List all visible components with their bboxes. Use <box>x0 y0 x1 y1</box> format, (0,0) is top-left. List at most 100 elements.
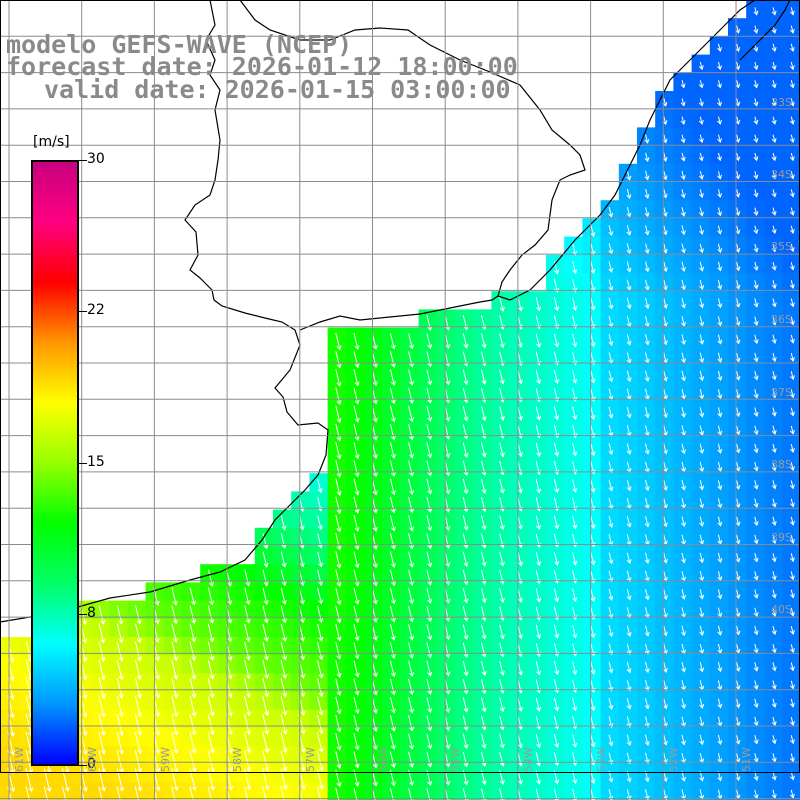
wind-arrow <box>408 442 415 459</box>
wind-arrow <box>280 605 287 624</box>
wind-arrow <box>717 552 723 564</box>
wind-arrow <box>499 642 505 658</box>
wind-arrow <box>626 625 632 637</box>
wind-arrow <box>717 734 723 746</box>
wind-arrow <box>717 698 723 709</box>
wind-arrow <box>335 332 342 351</box>
wind-arrow <box>681 334 686 346</box>
wind-arrow <box>426 788 433 800</box>
wind-arrow <box>408 660 415 678</box>
wind-arrow <box>408 587 415 605</box>
wind-arrow <box>771 516 777 526</box>
wind-arrow <box>771 680 777 690</box>
wind-arrow <box>572 442 578 457</box>
wind-arrow <box>335 369 342 387</box>
wind-arrow <box>499 660 505 676</box>
wind-arrow <box>116 713 124 736</box>
wind-arrow <box>408 733 415 750</box>
wind-arrow <box>353 496 360 514</box>
wind-arrow <box>644 243 650 255</box>
wind-arrow <box>699 207 704 217</box>
wind-arrow <box>662 334 668 346</box>
wind-arrow <box>626 334 632 346</box>
wind-arrow <box>644 279 650 291</box>
wind-arrow <box>681 479 686 491</box>
wind-arrow <box>389 733 396 751</box>
wind-arrow <box>207 605 215 624</box>
wind-arrow <box>98 623 106 644</box>
wind-arrow <box>171 641 179 662</box>
wind-arrow <box>590 406 596 420</box>
wind-arrow <box>389 460 396 478</box>
wind-arrow <box>735 480 741 490</box>
wind-arrow <box>753 25 759 34</box>
wind-arrow <box>608 243 614 255</box>
wind-arrow <box>317 623 324 642</box>
wind-arrow <box>662 297 668 309</box>
colorbar-tick-22: 22 <box>87 302 105 318</box>
wind-arrow <box>608 479 614 492</box>
wind-arrow <box>717 261 723 272</box>
wind-arrow <box>771 389 777 399</box>
wind-arrow <box>771 225 777 235</box>
wind-arrow <box>626 734 632 747</box>
wind-arrow <box>662 625 668 637</box>
wind-arrow <box>572 370 578 384</box>
wind-arrow <box>116 659 124 681</box>
wind-arrow <box>735 734 741 745</box>
wind-arrow <box>280 551 287 568</box>
wind-arrow <box>717 80 722 89</box>
wind-arrow <box>353 351 360 369</box>
wind-arrow <box>735 316 741 327</box>
wind-arrow <box>753 225 759 235</box>
wind-arrow <box>335 423 342 442</box>
wind-arrow <box>353 569 360 587</box>
wind-arrow <box>280 732 288 754</box>
wind-arrow <box>262 641 269 661</box>
wind-arrow <box>280 533 287 550</box>
wind-arrow <box>280 660 288 679</box>
lon-label: 59W <box>159 747 172 772</box>
wind-arrow <box>681 698 686 710</box>
wind-arrow <box>317 515 323 531</box>
wind-arrow <box>753 316 759 326</box>
wind-arrow <box>572 661 578 675</box>
wind-arrow <box>590 697 596 712</box>
wind-arrow <box>662 516 668 528</box>
wind-arrow <box>353 587 360 605</box>
wind-arrow <box>771 571 777 581</box>
wind-arrow <box>244 641 251 661</box>
wind-arrow <box>735 498 741 509</box>
wind-arrow <box>735 43 741 53</box>
wind-arrow <box>499 296 505 312</box>
wind-arrow <box>462 424 469 440</box>
lon-label: 57W <box>304 747 317 772</box>
wind-arrow <box>408 751 415 769</box>
wind-arrow <box>735 25 741 34</box>
wind-arrow <box>735 662 741 672</box>
wind-arrow <box>717 116 722 125</box>
wind-arrow <box>681 388 686 400</box>
wind-arrow <box>426 551 433 568</box>
lat-label: 37S <box>771 386 792 399</box>
lat-label: 35S <box>771 240 792 253</box>
wind-arrow <box>408 569 415 587</box>
wind-arrow <box>699 407 705 418</box>
wind-arrow <box>317 569 324 586</box>
wind-arrow <box>608 588 614 601</box>
wind-arrow <box>353 751 360 769</box>
wind-arrow <box>735 116 741 125</box>
wind-arrow <box>426 533 433 550</box>
wind-arrow <box>644 225 650 236</box>
wind-arrow <box>789 407 795 417</box>
wind-arrow <box>717 589 723 600</box>
wind-arrow <box>499 697 505 713</box>
wind-arrow <box>644 134 650 144</box>
wind-arrow <box>662 734 668 746</box>
wind-arrow <box>426 715 433 732</box>
wind-arrow <box>517 406 523 421</box>
wind-arrow <box>789 462 795 472</box>
wind-arrow <box>572 242 578 256</box>
wind-arrow <box>572 552 578 566</box>
